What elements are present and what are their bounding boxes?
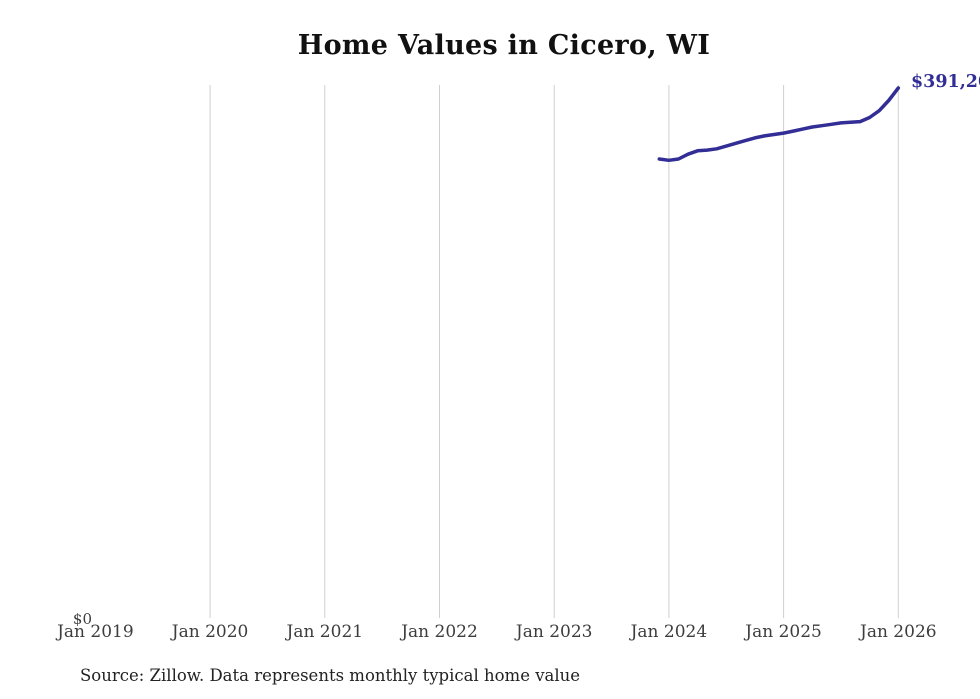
source-note: Source: Zillow. Data represents monthly … <box>80 666 581 685</box>
x-axis-label: Jan 2023 <box>515 622 593 642</box>
home-value-trend-line <box>657 86 901 163</box>
y-axis-zero-label: $0 <box>72 610 92 628</box>
x-axis-label: Jan 2019 <box>57 622 134 642</box>
x-axis-label: Jan 2026 <box>860 622 937 642</box>
x-axis-label: Jan 2021 <box>286 622 364 642</box>
x-axis-label: Jan 2025 <box>745 622 822 642</box>
x-axis-label: Jan 2020 <box>171 622 249 642</box>
x-axis-label: Jan 2024 <box>630 622 708 642</box>
x-axis-label: Jan 2022 <box>401 622 478 642</box>
chart-title: Home Values in Cicero, WI <box>297 30 711 61</box>
end-value-label: $391,200 <box>911 72 980 92</box>
